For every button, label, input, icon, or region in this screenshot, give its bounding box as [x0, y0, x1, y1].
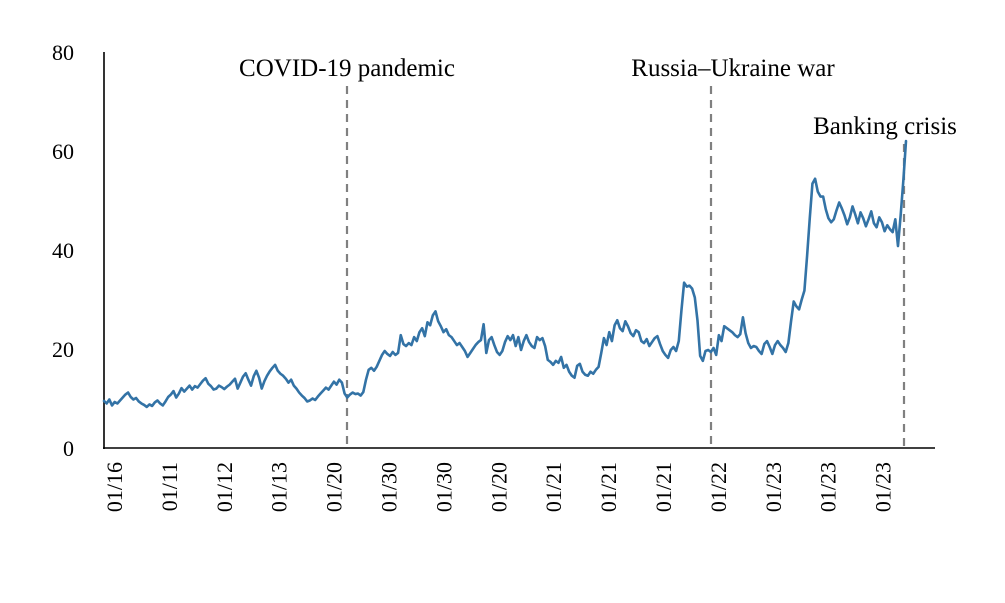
event-label: COVID-19 pandemic	[239, 55, 455, 82]
y-tick-label: 60	[52, 139, 74, 164]
x-tick-label: 01/20	[486, 462, 511, 512]
event-label: Russia–Ukraine war	[631, 55, 835, 82]
y-tick-label: 20	[52, 337, 74, 362]
x-tick-label: 01/21	[651, 462, 676, 512]
x-tick-label: 01/21	[541, 462, 566, 512]
x-tick-label: 01/23	[871, 462, 896, 512]
x-tick-label: 01/30	[431, 462, 456, 512]
event-label: Banking crisis	[813, 113, 957, 140]
x-tick-label: 01/11	[157, 462, 182, 511]
y-tick-label: 80	[52, 40, 74, 65]
y-tick-label: 40	[52, 238, 74, 263]
event-annotations: COVID-19 pandemic Russia–Ukraine war Banki…	[239, 55, 957, 448]
x-tick-label: 01/21	[596, 462, 621, 512]
x-tick-label: 01/16	[102, 462, 127, 512]
series-line-index	[102, 139, 908, 409]
y-tick-label: 0	[63, 436, 74, 461]
x-tick-label: 01/23	[761, 462, 786, 512]
x-tick-labels: 01/16 01/11 01/12 01/13 01/20 01/30 01/30 01/20…	[102, 462, 896, 512]
y-tick-labels: 0 20 40 60 80	[52, 40, 74, 461]
series-group	[102, 139, 908, 409]
x-tick-label: 01/13	[267, 462, 292, 512]
x-tick-label: 01/20	[322, 462, 347, 512]
x-tick-label: 01/30	[377, 462, 402, 512]
x-tick-label: 01/22	[706, 462, 731, 512]
x-tick-label: 01/23	[816, 462, 841, 512]
x-tick-label: 01/12	[212, 462, 237, 512]
